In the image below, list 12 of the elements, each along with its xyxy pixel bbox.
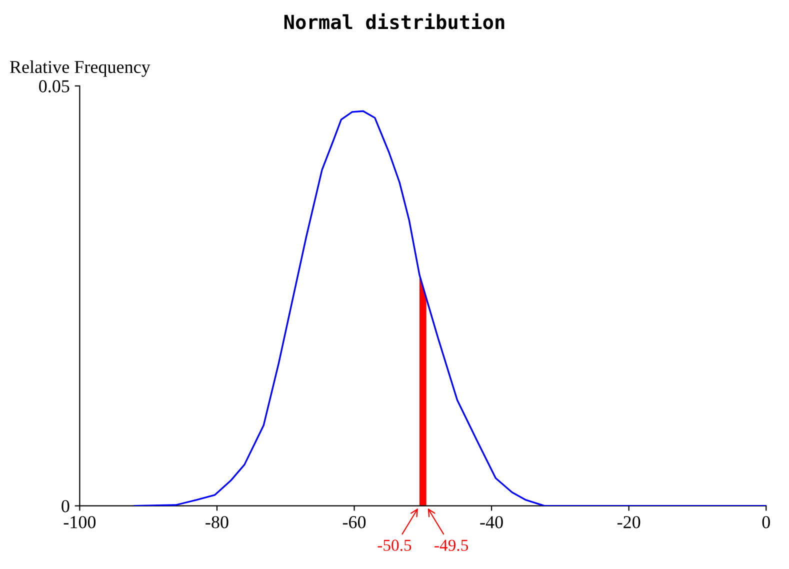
y-tick-label: 0.05 [39, 80, 70, 92]
y-axis-title: Relative Frequency [10, 60, 150, 77]
chart-title: Normal distribution [284, 13, 504, 30]
x-tick-label: -60 [342, 516, 366, 528]
annotation: -49.5 [434, 540, 468, 551]
x-tick-label: -20 [617, 516, 640, 528]
x-tick-label: 0 [762, 516, 770, 528]
x-tick-label: -40 [480, 516, 503, 528]
x-tick-label: -80 [206, 516, 228, 528]
x-tick-label: -100 [64, 516, 96, 528]
line-series [134, 110, 766, 506]
annotation: -50.5 [378, 540, 412, 551]
